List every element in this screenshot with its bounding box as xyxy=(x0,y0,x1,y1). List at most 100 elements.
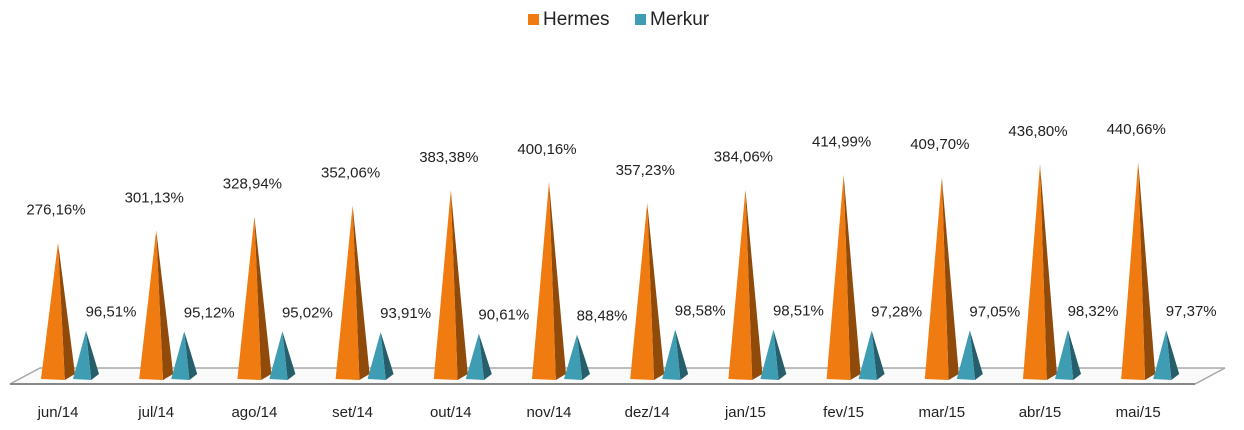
x-tick-label: ago/14 xyxy=(231,404,277,421)
legend-swatch xyxy=(528,14,539,25)
value-label: 383,38% xyxy=(419,149,478,166)
x-tick-label: set/14 xyxy=(332,404,373,421)
value-label: 97,28% xyxy=(871,303,922,320)
pyramid-front xyxy=(465,333,484,380)
pyramid-front xyxy=(237,216,262,380)
pyramid-side xyxy=(380,331,394,380)
pyramid-side xyxy=(675,329,689,380)
x-tick-label: nov/14 xyxy=(526,404,571,421)
pyramid-bar xyxy=(139,230,174,380)
pyramid-bar xyxy=(1121,162,1156,380)
pyramid-side xyxy=(549,181,566,380)
value-label: 357,23% xyxy=(616,162,675,179)
pyramid-bar xyxy=(956,330,983,380)
pyramid-side xyxy=(1040,163,1057,380)
value-label: 97,37% xyxy=(1166,303,1217,320)
value-label: 276,16% xyxy=(26,202,85,219)
pyramid-front xyxy=(826,174,851,380)
pyramid-bar xyxy=(1023,163,1057,380)
pyramid-bar xyxy=(433,190,468,380)
value-label: 301,13% xyxy=(125,189,184,206)
pyramid-front xyxy=(139,230,163,380)
value-label: 97,05% xyxy=(969,303,1020,320)
pyramid-front xyxy=(728,189,753,380)
pyramid-front xyxy=(924,177,949,380)
pyramid-bar xyxy=(367,331,394,380)
pyramid-bar xyxy=(630,202,665,380)
pyramid-bar xyxy=(237,216,272,380)
x-tick-label: dez/14 xyxy=(625,404,670,421)
pyramid-front xyxy=(335,205,360,380)
pyramid-bar xyxy=(1153,330,1180,380)
pyramid-side xyxy=(282,331,296,380)
pyramid-bar xyxy=(924,177,959,380)
pyramid-bar xyxy=(728,189,763,380)
pyramid-side xyxy=(773,329,787,380)
pyramid-front xyxy=(532,181,556,380)
pyramid-bar xyxy=(335,205,370,380)
legend-swatch xyxy=(635,14,646,25)
value-label: 400,16% xyxy=(517,141,576,158)
pyramid-bar xyxy=(662,329,689,380)
pyramid-front xyxy=(41,242,65,380)
pyramid-front xyxy=(1121,162,1145,380)
value-label: 98,51% xyxy=(773,303,824,320)
pyramid-front xyxy=(564,334,583,380)
pyramid-side xyxy=(647,202,665,380)
pyramid-front xyxy=(760,329,779,380)
value-label: 440,66% xyxy=(1107,121,1166,138)
pyramid-side xyxy=(352,205,370,380)
pyramid-front xyxy=(662,329,681,380)
value-label: 328,94% xyxy=(223,176,282,193)
x-tick-label: abr/15 xyxy=(1019,404,1062,421)
x-tick-label: fev/15 xyxy=(823,404,864,421)
pyramid-bar xyxy=(1055,329,1081,380)
pyramid-side xyxy=(941,177,959,380)
pyramid-side xyxy=(1166,330,1180,380)
value-label: 90,61% xyxy=(478,307,529,324)
pyramid-bar xyxy=(532,181,566,380)
pyramid-bar xyxy=(564,334,590,380)
pyramid-front xyxy=(367,331,386,380)
value-label: 98,32% xyxy=(1068,303,1119,320)
value-label: 96,51% xyxy=(86,304,137,321)
pyramid-front xyxy=(269,331,288,380)
pyramid-front xyxy=(1023,163,1047,380)
pyramid-side xyxy=(871,330,885,380)
pyramid-front xyxy=(956,330,975,380)
pyramid-side xyxy=(577,334,590,380)
pyramid-side xyxy=(478,333,492,380)
pyramid-side xyxy=(450,190,468,380)
pyramid-front xyxy=(73,330,92,380)
value-label: 93,91% xyxy=(380,305,431,322)
value-label: 409,70% xyxy=(910,136,969,153)
legend-label: Hermes xyxy=(543,9,610,30)
pyramid-side xyxy=(1138,162,1156,380)
pyramid-bar xyxy=(760,329,787,380)
x-tick-label: jan/15 xyxy=(724,404,766,421)
pyramid-front xyxy=(858,330,877,380)
pyramid-side xyxy=(156,230,174,380)
pyramid-front xyxy=(630,202,654,380)
pyramid-side xyxy=(58,242,75,380)
pyramid-bar xyxy=(826,174,861,380)
value-label: 352,06% xyxy=(321,164,380,181)
pyramid-side xyxy=(254,216,272,380)
value-label: 384,06% xyxy=(714,149,773,166)
value-label: 436,80% xyxy=(1008,123,1067,140)
value-label: 98,58% xyxy=(675,303,726,320)
x-tick-label: out/14 xyxy=(430,404,472,421)
pyramid-side xyxy=(843,174,861,380)
x-tick-label: mar/15 xyxy=(918,404,965,421)
x-tick-label: jul/14 xyxy=(137,404,174,421)
pyramid-front xyxy=(1055,329,1074,380)
pyramid-side xyxy=(1068,329,1081,380)
pyramid-bar xyxy=(73,330,99,380)
pyramid-bar xyxy=(41,242,75,380)
pyramid-bar xyxy=(171,331,198,380)
pyramid-front xyxy=(433,190,458,380)
x-tick-label: mai/15 xyxy=(1116,404,1161,421)
pyramid-bar xyxy=(465,333,492,380)
value-label: 414,99% xyxy=(812,134,871,151)
